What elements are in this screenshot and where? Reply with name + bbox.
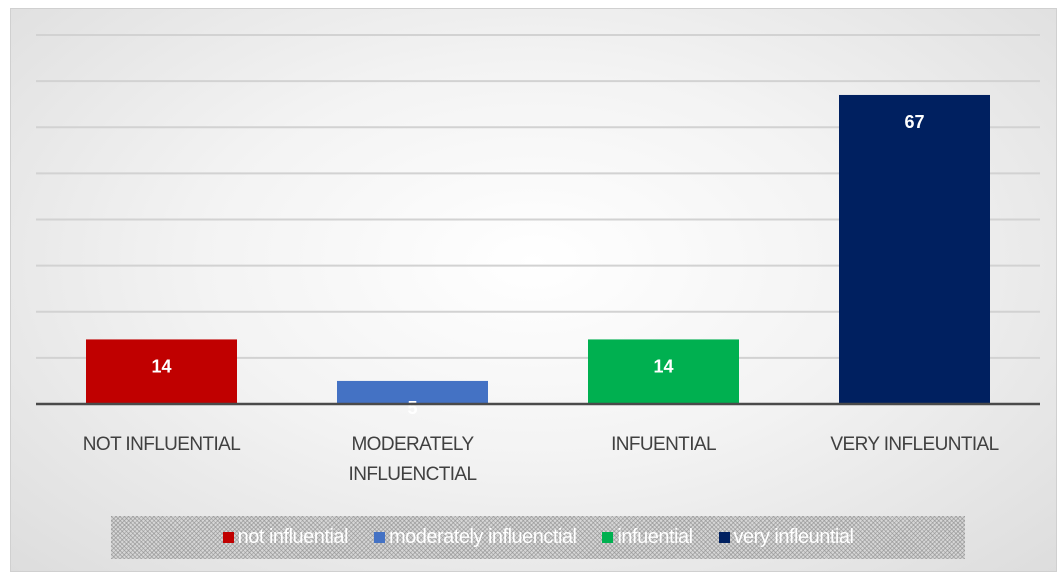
data-label-moderately-influenctial: 5 — [407, 398, 417, 418]
legend-item-moderately-influenctial: moderately influenctial — [373, 526, 577, 549]
legend-item-infuential: infuential — [602, 526, 693, 549]
bar-infuential — [588, 339, 739, 404]
x-tick-label-not-influential: NOT INFLUENTIAL — [83, 434, 240, 455]
legend-item-very-infleuntial: very infleuntial — [718, 526, 854, 549]
bar-moderately-influenctial — [337, 380, 488, 404]
data-label-not-influential: 14 — [151, 356, 171, 376]
chart-legend: not influential moderately influenctial … — [111, 516, 965, 559]
x-tick-label-infuential: INFUENTIAL — [611, 434, 716, 455]
legend-swatch-not-influential — [222, 532, 234, 543]
legend-swatch-infuential — [602, 532, 614, 543]
legend-label-not-influential: not influential — [237, 526, 349, 548]
legend-swatch-moderately-influenctial — [373, 532, 385, 543]
x-tick-label-very-infleuntial: VERY INFLEUNTIAL — [830, 434, 998, 455]
legend-label-moderately-influenctial: moderately influenctial — [388, 526, 577, 548]
x-tick-label-moderately-influenctial: MODERATELY — [351, 434, 474, 455]
data-label-infuential: 14 — [653, 356, 673, 376]
legend-swatch-very-infleuntial — [718, 532, 730, 543]
data-label-very-infleuntial: 67 — [904, 112, 924, 132]
bar-very-infleuntial — [839, 94, 990, 405]
legend-label-infuential: infuential — [617, 526, 693, 548]
legend-item-not-influential: not influential — [222, 526, 349, 549]
x-tick-label-moderately-influenctial: INFLUENCTIAL — [349, 464, 477, 485]
legend-label-very-infleuntial: very infleuntial — [733, 526, 854, 548]
bar-not-influential — [86, 339, 237, 404]
